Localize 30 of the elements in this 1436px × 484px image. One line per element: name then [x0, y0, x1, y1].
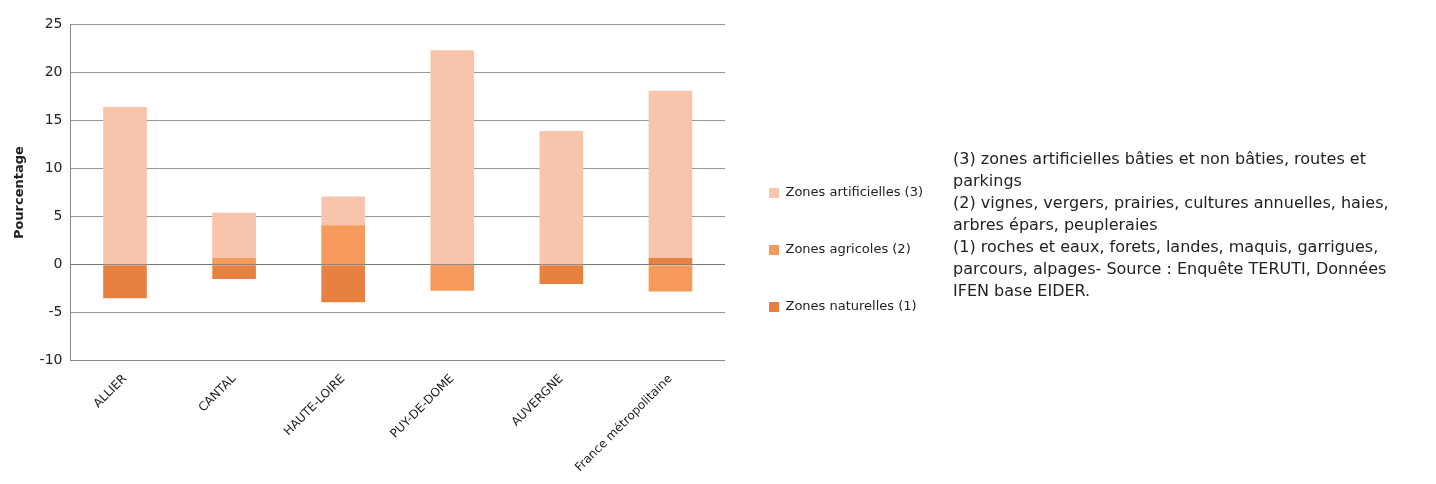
bar	[648, 257, 693, 265]
bar	[321, 196, 365, 226]
y-tick-label: 20	[44, 63, 63, 80]
text: (2) vignes, vergers, prairies, cultures annuelles, haies, arbres épars, peupleraies	[953, 192, 1390, 236]
bar	[103, 107, 147, 265]
y-tick-label: 25	[44, 15, 63, 32]
bar	[430, 50, 475, 265]
bar	[212, 257, 256, 265]
bar	[539, 265, 584, 284]
legend-label: Zones naturelles (1)	[785, 298, 917, 314]
y-tick-label: 0	[53, 255, 63, 272]
bar	[648, 265, 693, 292]
bar	[212, 265, 256, 280]
y-tick-label: 10	[44, 159, 63, 176]
text: (3) zones artificielles bâties et non bâties, routes et parkings	[953, 148, 1367, 192]
y-tick-label: 15	[44, 111, 63, 128]
bar	[103, 265, 147, 299]
bar	[648, 90, 693, 258]
legend-label: Zones artificielles (3)	[785, 184, 924, 200]
bar	[321, 225, 365, 265]
y-axis-title: Pourcentage	[11, 145, 27, 240]
y-tick-label: -10	[39, 351, 63, 368]
bar	[212, 212, 256, 258]
y-tick-label: -5	[48, 303, 63, 320]
y-tick-label: 5	[53, 207, 63, 224]
text: (1) roches et eaux, forets, landes, maquis, garrigues, parcours, alpages- Source : Enquête TERUTI, Données IFEN base EIDER.	[953, 236, 1388, 302]
legend-label: Zones agricoles (2)	[785, 241, 911, 257]
bar	[430, 266, 475, 291]
bar	[539, 131, 584, 265]
bar	[321, 265, 365, 303]
